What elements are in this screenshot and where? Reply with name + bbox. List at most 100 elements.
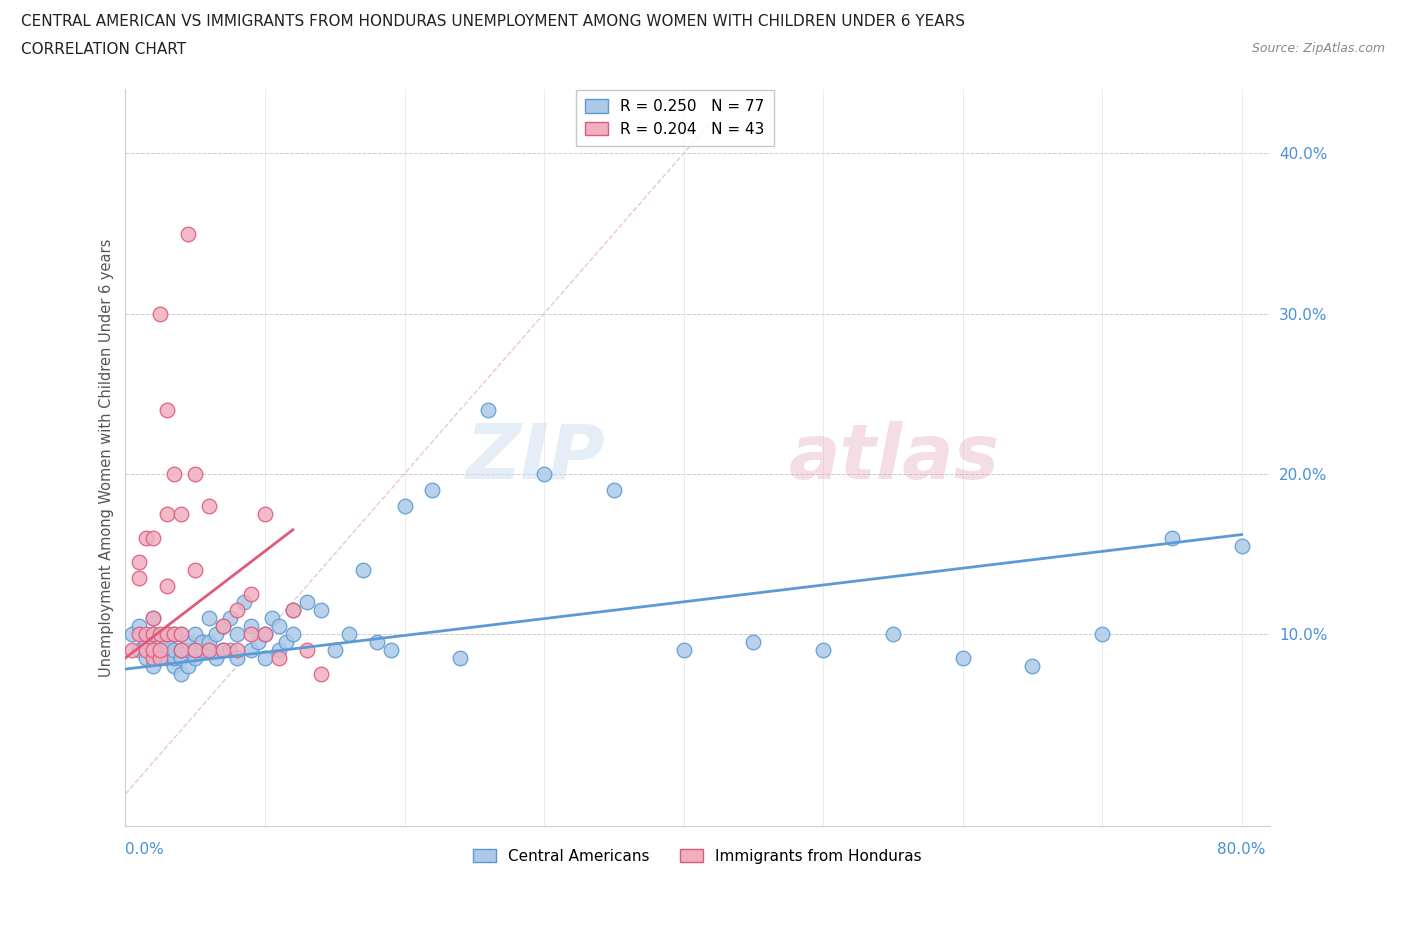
- Point: [352, 563, 374, 578]
- Legend: Central Americans, Immigrants from Honduras: Central Americans, Immigrants from Hondu…: [467, 843, 928, 870]
- Point: [226, 650, 249, 665]
- Point: [135, 627, 157, 642]
- Point: [135, 643, 157, 658]
- Point: [267, 650, 290, 665]
- Point: [142, 643, 165, 658]
- Point: [422, 483, 444, 498]
- Point: [240, 587, 263, 602]
- Point: [170, 650, 193, 665]
- Point: [1021, 658, 1043, 673]
- Point: [149, 643, 172, 658]
- Point: [477, 403, 499, 418]
- Point: [205, 627, 228, 642]
- Point: [149, 643, 172, 658]
- Point: [281, 627, 304, 642]
- Point: [309, 667, 332, 682]
- Point: [135, 650, 157, 665]
- Point: [184, 627, 207, 642]
- Point: [170, 627, 193, 642]
- Point: [177, 658, 200, 673]
- Text: Source: ZipAtlas.com: Source: ZipAtlas.com: [1251, 42, 1385, 55]
- Point: [128, 627, 150, 642]
- Point: [156, 403, 179, 418]
- Point: [135, 634, 157, 649]
- Point: [219, 610, 242, 625]
- Point: [212, 643, 235, 658]
- Point: [226, 643, 249, 658]
- Point: [135, 530, 157, 545]
- Point: [170, 627, 193, 642]
- Point: [198, 643, 221, 658]
- Point: [253, 650, 276, 665]
- Y-axis label: Unemployment Among Women with Children Under 6 years: Unemployment Among Women with Children U…: [100, 238, 114, 677]
- Point: [267, 618, 290, 633]
- Point: [163, 466, 186, 481]
- Point: [267, 643, 290, 658]
- Point: [163, 650, 186, 665]
- Point: [149, 650, 172, 665]
- Point: [323, 643, 346, 658]
- Point: [198, 643, 221, 658]
- Point: [198, 610, 221, 625]
- Point: [672, 643, 695, 658]
- Point: [191, 643, 214, 658]
- Point: [121, 627, 143, 642]
- Point: [142, 610, 165, 625]
- Point: [449, 650, 471, 665]
- Point: [198, 498, 221, 513]
- Point: [142, 627, 165, 642]
- Point: [156, 506, 179, 521]
- Point: [952, 650, 974, 665]
- Point: [156, 627, 179, 642]
- Point: [149, 650, 172, 665]
- Point: [163, 627, 186, 642]
- Point: [253, 627, 276, 642]
- Point: [380, 643, 402, 658]
- Point: [811, 643, 834, 658]
- Point: [253, 506, 276, 521]
- Point: [149, 634, 172, 649]
- Point: [1230, 538, 1253, 553]
- Point: [366, 634, 388, 649]
- Point: [274, 634, 297, 649]
- Text: 0.0%: 0.0%: [125, 842, 165, 857]
- Point: [142, 643, 165, 658]
- Point: [156, 634, 179, 649]
- Point: [253, 627, 276, 642]
- Point: [233, 594, 256, 609]
- Point: [128, 643, 150, 658]
- Point: [212, 643, 235, 658]
- Point: [163, 643, 186, 658]
- Point: [156, 643, 179, 658]
- Point: [742, 634, 765, 649]
- Point: [177, 643, 200, 658]
- Point: [128, 570, 150, 585]
- Point: [184, 466, 207, 481]
- Point: [177, 226, 200, 241]
- Point: [184, 643, 207, 658]
- Point: [170, 643, 193, 658]
- Point: [337, 627, 360, 642]
- Text: CORRELATION CHART: CORRELATION CHART: [21, 42, 186, 57]
- Point: [121, 643, 143, 658]
- Point: [295, 594, 318, 609]
- Point: [142, 658, 165, 673]
- Point: [184, 563, 207, 578]
- Point: [219, 643, 242, 658]
- Point: [281, 603, 304, 618]
- Point: [170, 643, 193, 658]
- Point: [142, 530, 165, 545]
- Point: [128, 618, 150, 633]
- Point: [156, 650, 179, 665]
- Text: ZIP: ZIP: [467, 420, 606, 495]
- Point: [163, 658, 186, 673]
- Point: [281, 603, 304, 618]
- Point: [170, 506, 193, 521]
- Point: [184, 643, 207, 658]
- Point: [212, 618, 235, 633]
- Point: [226, 603, 249, 618]
- Point: [1160, 530, 1182, 545]
- Point: [205, 650, 228, 665]
- Point: [295, 643, 318, 658]
- Point: [163, 627, 186, 642]
